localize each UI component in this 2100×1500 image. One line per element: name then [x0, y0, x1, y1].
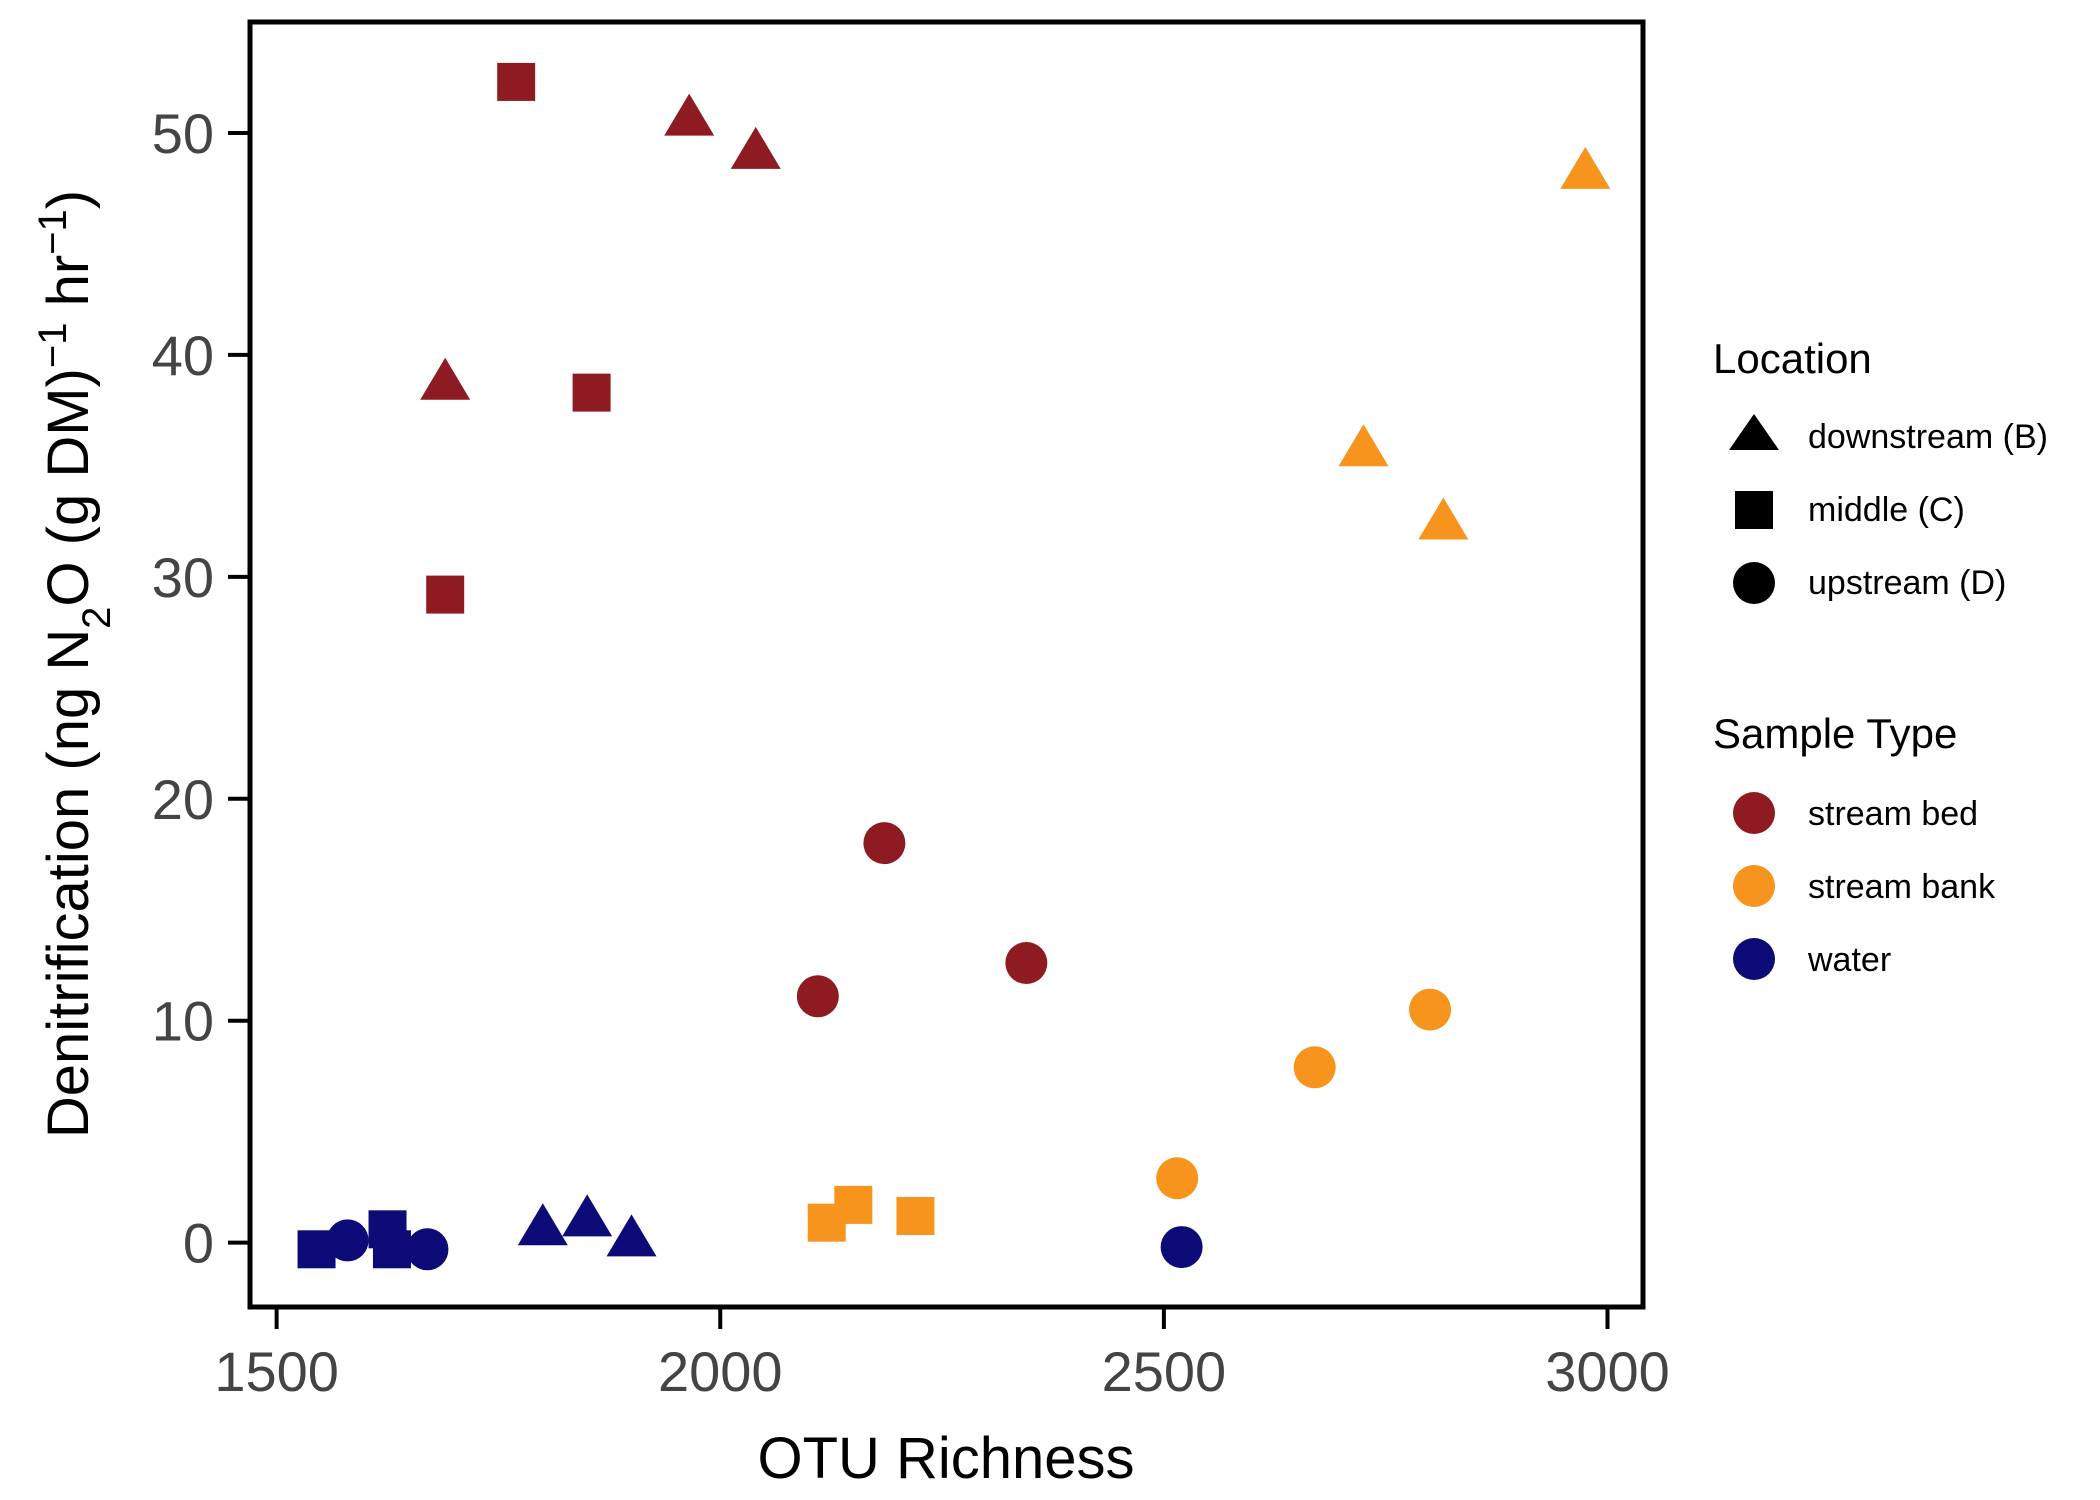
data-point-triangle [664, 93, 715, 136]
y-tick-label: 10 [152, 990, 214, 1053]
legend-stream-bank-symbol [1733, 865, 1775, 907]
legend-sample-type-title: Sample Type [1713, 710, 1957, 757]
legend-water-symbol [1733, 938, 1775, 980]
data-point-triangle [562, 1194, 613, 1237]
data-point-circle [406, 1228, 449, 1271]
y-tick-label: 40 [152, 324, 214, 387]
plot-frame [247, 19, 1646, 1310]
data-point-circle [1005, 942, 1048, 985]
y-tick-label: 50 [152, 102, 214, 165]
data-point-circle [1409, 988, 1452, 1031]
y-tick-label: 30 [152, 546, 214, 609]
legend-label-stream-bank: stream bank [1808, 868, 1996, 906]
data-point-square [896, 1197, 935, 1236]
x-tick-label: 3000 [1545, 1340, 1670, 1403]
data-point-triangle [730, 126, 781, 169]
data-point-circle [1293, 1046, 1336, 1089]
y-axis-title-sub: 2 [75, 607, 119, 629]
y-axis-title-mid2: hr [36, 255, 101, 323]
y-axis-title: Denitrification (ng N2O (g DM)−1 hr−1) [31, 190, 119, 1138]
data-point-triangle [517, 1203, 568, 1246]
legend-stream-bed-symbol [1733, 792, 1775, 834]
legend-sample-type: Sample Type stream bed stream bank water [1713, 710, 1996, 980]
y-axis-title-prefix: Denitrification (ng N [36, 629, 101, 1138]
legend-label-middle: middle (C) [1808, 491, 1965, 529]
x-axis-title: OTU Richness [757, 1426, 1134, 1491]
legend-label-upstream: upstream (D) [1808, 564, 2006, 602]
data-point-circle [1160, 1226, 1203, 1269]
y-axis-title-sup2: −1 [31, 209, 75, 255]
legend-triangle-symbol [1729, 414, 1779, 450]
y-tick-label: 0 [183, 1212, 214, 1275]
axis-ticks: 1500 2000 2500 3000 0 10 20 30 40 50 [152, 102, 1670, 1403]
legend-label-water: water [1807, 941, 1891, 979]
data-point-triangle [1560, 146, 1611, 189]
legend-location: Location downstream (B) middle (C) upstr… [1713, 335, 2048, 604]
y-axis-title-suffix: ) [36, 190, 101, 209]
x-tick-label: 2500 [1102, 1340, 1227, 1403]
legend-square-symbol [1735, 491, 1773, 529]
data-point-square [497, 62, 536, 101]
data-point-circle [1156, 1157, 1199, 1200]
data-point-square [426, 575, 465, 614]
y-tick-label: 20 [152, 768, 214, 831]
x-tick-label: 1500 [214, 1340, 339, 1403]
legend-location-title: Location [1713, 335, 1872, 382]
data-point-triangle [606, 1214, 657, 1257]
data-point-triangle [1338, 424, 1389, 467]
legend-label-downstream: downstream (B) [1808, 418, 2048, 456]
legend-label-stream-bed: stream bed [1808, 795, 1978, 833]
x-tick-label: 2000 [658, 1340, 783, 1403]
y-axis-title-mid: O (g DM) [36, 368, 101, 606]
data-point-square [372, 1230, 411, 1269]
y-axis-title-sup1: −1 [31, 323, 75, 369]
legend-circle-symbol [1733, 562, 1775, 604]
data-point-square [572, 373, 611, 412]
data-point-square [807, 1203, 846, 1242]
data-points [297, 62, 1611, 1271]
data-point-triangle [1418, 497, 1469, 540]
data-point-circle [796, 975, 839, 1018]
data-point-circle [863, 822, 906, 865]
data-point-triangle [420, 357, 471, 400]
data-point-circle [326, 1219, 369, 1262]
